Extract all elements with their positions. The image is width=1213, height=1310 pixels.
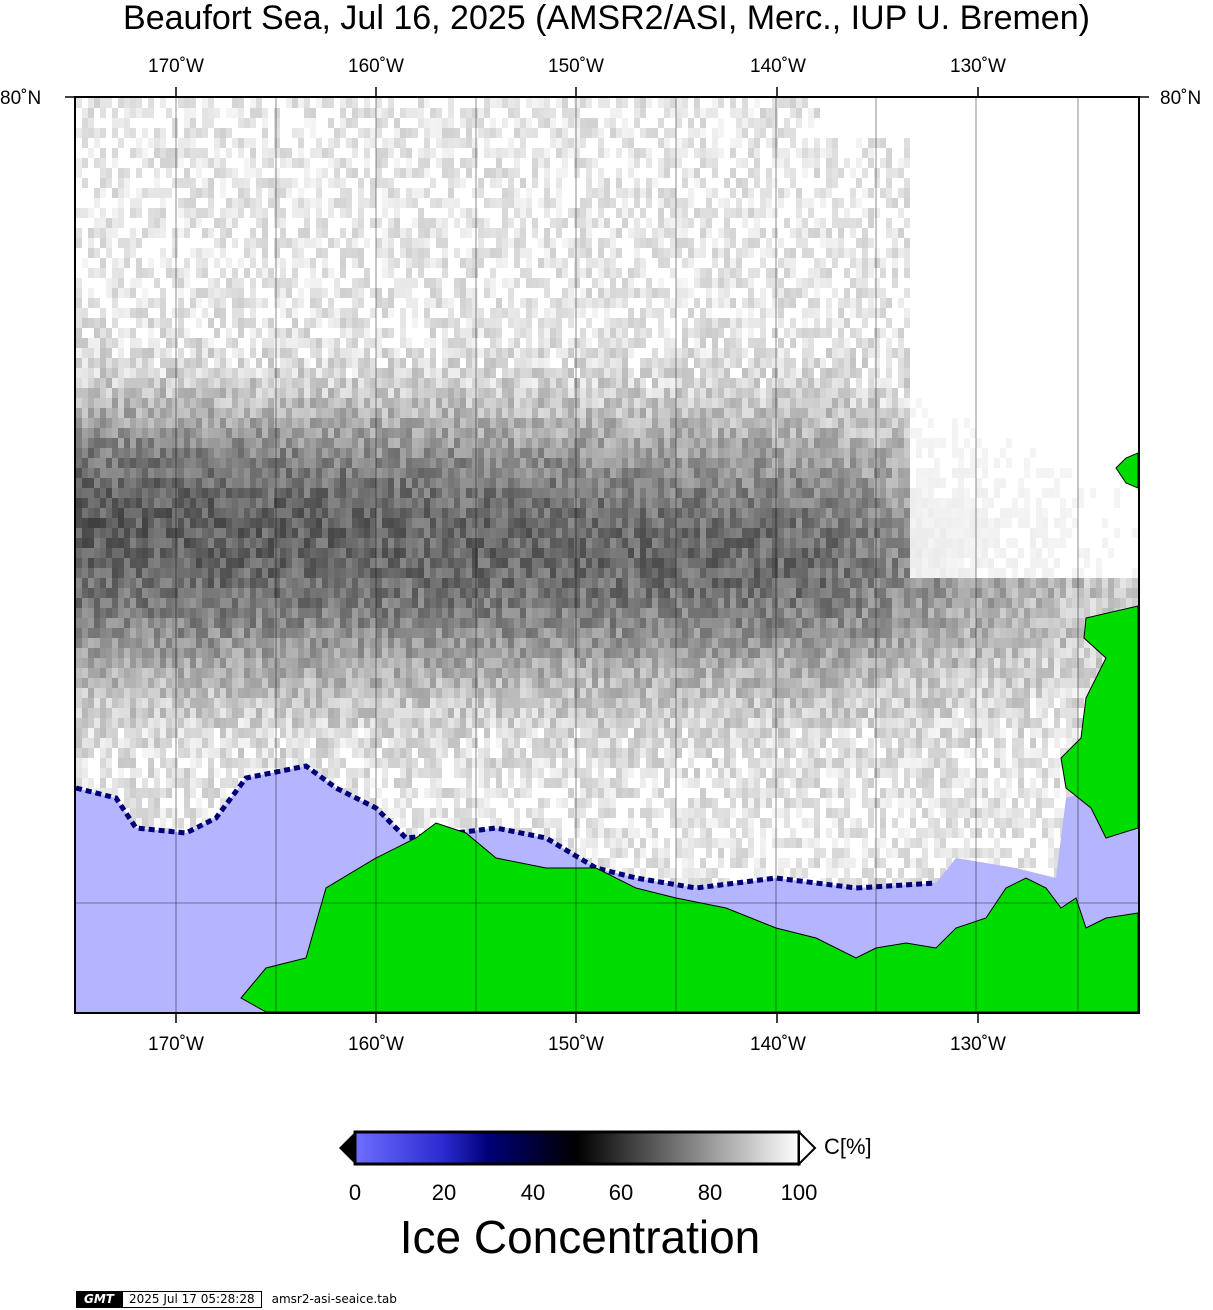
colorbar-tick-100: 100 [780,1180,818,1205]
bottom-lon-label-170w: 170˚W [148,1034,204,1055]
axis-ticks [65,87,1149,1023]
land-island-east [1060,605,1138,839]
colorbar-tick-20: 20 [431,1180,457,1205]
top-lon-label-130w: 130˚W [950,56,1006,77]
lat-label-left: 80˚N [0,88,42,109]
bottom-lon-label-140w: 140˚W [750,1034,806,1055]
top-lon-label-140w: 140˚W [750,56,806,77]
colorbar-tick-80: 80 [697,1180,723,1205]
top-lon-label-160w: 160˚W [348,56,404,77]
land-banks-island-tip [1115,452,1138,489]
colorbar [335,1128,825,1168]
bottom-lon-label-130w: 130˚W [950,1034,1006,1055]
top-lon-label-150w: 150˚W [548,56,604,77]
source-filename: amsr2-asi-seaice.tab [271,1292,397,1306]
land-alaska [240,822,1138,1012]
footer: GMT 2025 Jul 17 05:28:28 amsr2-asi-seaic… [76,1290,397,1308]
lat-label-right: 80˚N [1160,88,1202,109]
colorbar-tick-60: 60 [608,1180,634,1205]
top-lon-label-170w: 170˚W [148,56,204,77]
ice-concentration-field [76,98,1138,898]
colorbar-tick-40: 40 [520,1180,546,1205]
bottom-lon-label-160w: 160˚W [348,1034,404,1055]
colorbar-max-arrow [798,1129,817,1167]
colorbar-tick-0: 0 [348,1180,362,1205]
gmt-logo: GMT [76,1290,122,1308]
sea-ice-map [74,96,1140,1014]
colorbar-title: Ice Concentration [399,1211,761,1263]
graticule [76,98,1138,1012]
colorbar-unit: C[%] [824,1134,872,1159]
colorbar-min-arrow [339,1132,355,1164]
map-title: Beaufort Sea, Jul 16, 2025 (AMSR2/ASI, M… [123,0,1090,37]
bottom-lon-label-150w: 150˚W [548,1034,604,1055]
timestamp: 2025 Jul 17 05:28:28 [121,1290,262,1308]
sea-ice-map-canvas [76,98,1138,1012]
